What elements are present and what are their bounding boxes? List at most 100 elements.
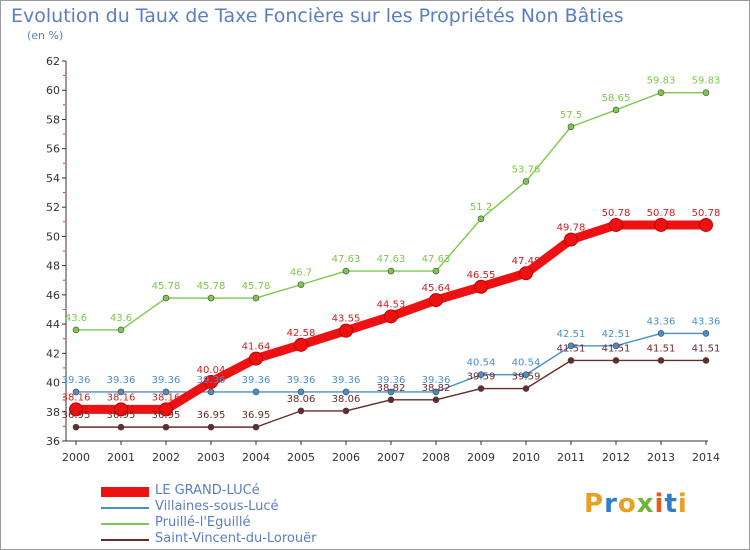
data-labels-layer: 38.16 38.16 38.16 40.04 41.64 42.58 43.55 44.53… xyxy=(62,76,721,421)
data-point xyxy=(339,323,353,338)
data-label: 39.36 xyxy=(197,375,226,386)
logo-letter: r xyxy=(604,489,618,519)
data-label: 46.55 xyxy=(467,270,496,281)
data-point xyxy=(342,388,350,396)
data-label: 38.06 xyxy=(332,394,361,405)
data-point xyxy=(564,232,578,247)
logo-letter: x xyxy=(636,489,655,519)
legend-item: LE GRAND-LUCé xyxy=(101,483,421,500)
x-tick-label: 2007 xyxy=(377,451,405,464)
data-point xyxy=(429,293,443,308)
data-label: 45.64 xyxy=(422,283,451,294)
data-point xyxy=(387,388,395,396)
x-tick-label: 2011 xyxy=(557,451,585,464)
y-tick-label: 58 xyxy=(46,113,60,126)
data-point xyxy=(609,217,623,232)
x-tick-label: 2013 xyxy=(647,451,675,464)
legend-label: Pruillé-l'Eguillé xyxy=(155,515,251,530)
data-point xyxy=(477,215,485,223)
data-point xyxy=(522,371,530,378)
data-point xyxy=(477,371,485,378)
data-point xyxy=(384,309,398,324)
data-label: 50.78 xyxy=(647,208,676,219)
data-label: 36.95 xyxy=(107,410,136,421)
y-tick-label: 46 xyxy=(46,289,60,302)
data-point xyxy=(72,388,80,396)
chart-legend: LE GRAND-LUCé Villaines-sous-Lucé Pruillé-… xyxy=(101,483,421,548)
data-point xyxy=(519,266,533,281)
chart-unit-label: (en %) xyxy=(27,29,64,42)
data-label: 59.83 xyxy=(647,76,676,87)
data-point xyxy=(342,407,350,415)
data-point xyxy=(252,388,260,396)
chart-axes: 36 38 40 42 44 46 48 50 52 54 56 58 60 62 2000 2001 2002… xyxy=(46,55,720,464)
legend-label: Villaines-sous-Lucé xyxy=(155,499,279,514)
data-label: 41.51 xyxy=(647,343,676,354)
data-point xyxy=(294,337,308,352)
data-point xyxy=(387,267,395,275)
data-point xyxy=(117,388,125,396)
data-label: 47.63 xyxy=(422,254,451,265)
data-label: 40.54 xyxy=(467,358,496,369)
x-tick-label: 2000 xyxy=(62,451,90,464)
x-tick-label: 2005 xyxy=(287,451,315,464)
data-point xyxy=(207,423,215,431)
data-label: 39.59 xyxy=(467,372,496,383)
legend-item: Villaines-sous-Lucé xyxy=(101,499,421,516)
data-point xyxy=(114,402,128,417)
logo-letter: P xyxy=(584,489,605,519)
y-tick-label: 52 xyxy=(46,201,60,214)
data-label: 45.78 xyxy=(197,281,226,292)
data-label: 39.36 xyxy=(422,375,451,386)
data-label: 39.36 xyxy=(107,375,136,386)
data-point xyxy=(657,357,665,364)
proxiti-logo: Proxiti xyxy=(584,489,688,519)
data-label: 45.78 xyxy=(242,281,271,292)
data-label: 41.64 xyxy=(242,342,271,353)
data-label: 38.16 xyxy=(152,392,181,403)
data-label: 39.59 xyxy=(512,372,541,383)
data-point xyxy=(162,388,170,396)
data-label: 39.36 xyxy=(377,375,406,386)
y-tick-label: 48 xyxy=(46,260,60,273)
legend-label: Saint-Vincent-du-Lorouër xyxy=(155,531,317,546)
data-point xyxy=(432,267,440,275)
data-point xyxy=(252,294,260,302)
data-label: 43.36 xyxy=(647,316,676,327)
data-point xyxy=(297,407,305,415)
y-tick-label: 54 xyxy=(46,172,60,185)
data-label: 47.48 xyxy=(512,256,541,267)
data-point xyxy=(204,374,218,389)
data-point xyxy=(477,385,485,392)
data-label: 38.82 xyxy=(377,383,406,394)
data-point xyxy=(474,279,488,294)
data-label: 50.78 xyxy=(692,208,721,219)
legend-item: Saint-Vincent-du-Lorouër xyxy=(101,531,421,548)
data-point xyxy=(612,357,620,364)
data-label: 36.95 xyxy=(62,410,91,421)
data-label: 49.78 xyxy=(557,223,586,234)
x-tick-label: 2006 xyxy=(332,451,360,464)
data-label: 38.06 xyxy=(287,394,316,405)
data-label: 45.78 xyxy=(152,281,181,292)
data-label: 38.82 xyxy=(422,383,451,394)
y-tick-label: 44 xyxy=(46,318,60,331)
data-point xyxy=(387,396,395,404)
x-tick-label: 2008 xyxy=(422,451,450,464)
data-point xyxy=(162,294,170,302)
data-point xyxy=(612,342,620,350)
data-point xyxy=(702,330,710,337)
data-point xyxy=(522,178,530,185)
data-label: 39.36 xyxy=(62,375,91,386)
y-tick-label: 40 xyxy=(46,377,60,390)
legend-item: Pruillé-l'Eguillé xyxy=(101,515,421,532)
data-label: 50.78 xyxy=(602,208,631,219)
series-layer xyxy=(69,89,713,431)
chart-title: Evolution du Taux de Taxe Foncière sur l… xyxy=(11,5,624,27)
y-tick-label: 62 xyxy=(46,55,60,68)
y-tick-label: 50 xyxy=(46,230,60,243)
data-point xyxy=(252,423,260,431)
data-point xyxy=(567,123,575,131)
